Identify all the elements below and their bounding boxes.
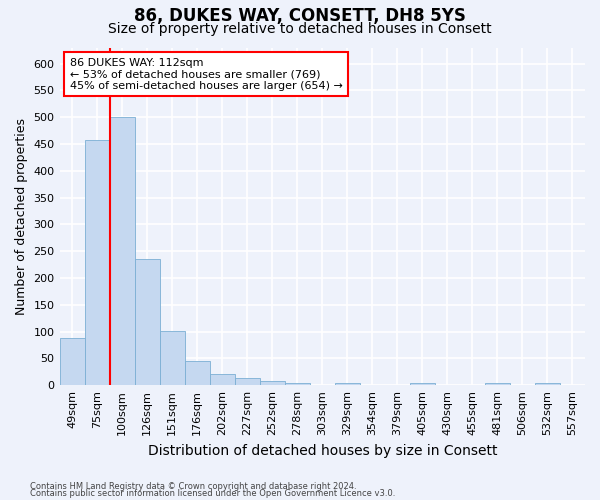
Text: Contains public sector information licensed under the Open Government Licence v3: Contains public sector information licen… bbox=[30, 490, 395, 498]
Text: 86, DUKES WAY, CONSETT, DH8 5YS: 86, DUKES WAY, CONSETT, DH8 5YS bbox=[134, 8, 466, 26]
Bar bbox=[260, 381, 285, 385]
X-axis label: Distribution of detached houses by size in Consett: Distribution of detached houses by size … bbox=[148, 444, 497, 458]
Text: Size of property relative to detached houses in Consett: Size of property relative to detached ho… bbox=[108, 22, 492, 36]
Bar bbox=[410, 382, 435, 385]
Y-axis label: Number of detached properties: Number of detached properties bbox=[15, 118, 28, 315]
Bar bbox=[209, 374, 235, 385]
Bar bbox=[335, 382, 360, 385]
Bar bbox=[535, 382, 560, 385]
Bar bbox=[59, 338, 85, 385]
Bar bbox=[160, 330, 185, 385]
Bar bbox=[485, 382, 510, 385]
Bar bbox=[185, 360, 209, 385]
Bar bbox=[134, 259, 160, 385]
Bar bbox=[235, 378, 260, 385]
Text: 86 DUKES WAY: 112sqm
← 53% of detached houses are smaller (769)
45% of semi-deta: 86 DUKES WAY: 112sqm ← 53% of detached h… bbox=[70, 58, 343, 91]
Bar bbox=[85, 140, 110, 385]
Text: Contains HM Land Registry data © Crown copyright and database right 2024.: Contains HM Land Registry data © Crown c… bbox=[30, 482, 356, 491]
Bar bbox=[285, 382, 310, 385]
Bar bbox=[110, 117, 134, 385]
